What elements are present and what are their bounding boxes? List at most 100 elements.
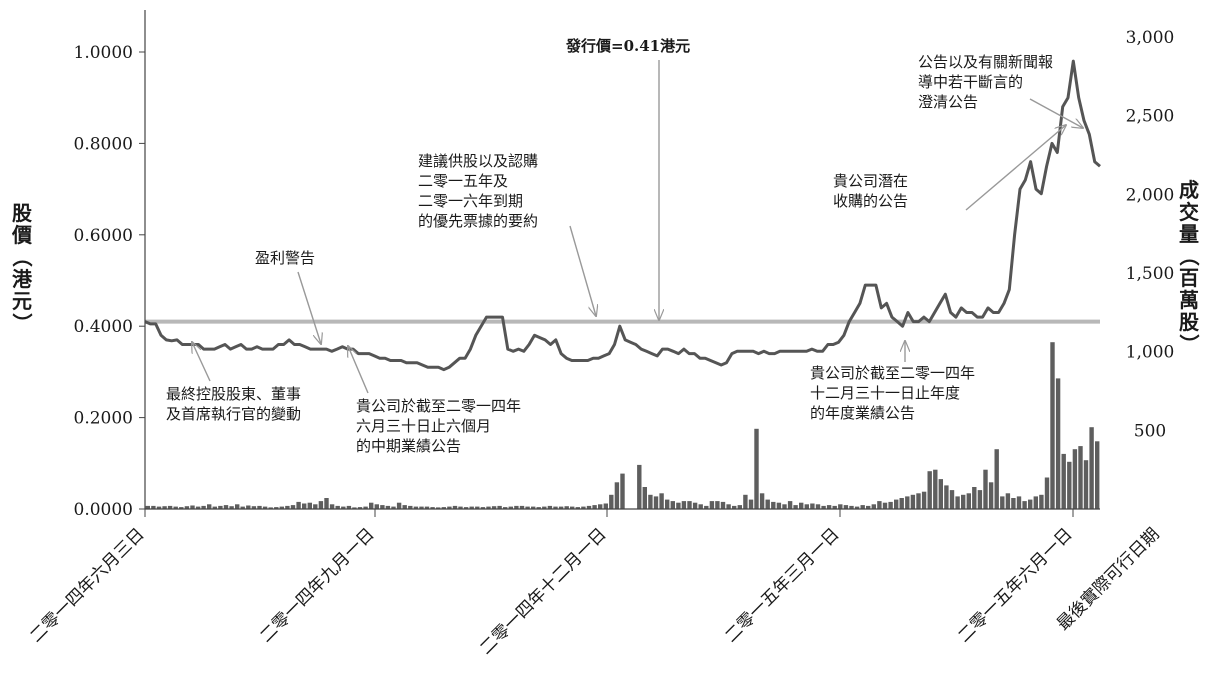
- volume-bar: [335, 505, 340, 509]
- y-left-tick-label: 1.0000: [74, 43, 133, 63]
- volume-bar: [469, 506, 474, 509]
- volume-bar: [1083, 460, 1089, 509]
- annotation-profit-warning: 盈利警告: [255, 249, 315, 267]
- volume-bar: [463, 507, 469, 509]
- volume-bar: [156, 506, 162, 509]
- axis-title-char: 元: [12, 289, 32, 313]
- annotation-line: 建議供股以及認購: [418, 152, 538, 170]
- volume-bar: [296, 501, 301, 509]
- controlling-arrow: [192, 342, 211, 382]
- volume-bar: [732, 505, 737, 509]
- volume-bar: [1022, 501, 1027, 509]
- annotation-line: 六月三十日止六個月: [356, 417, 491, 435]
- volume-bar: [547, 505, 553, 509]
- volume-bar: [832, 505, 837, 509]
- volume-bar: [363, 506, 368, 509]
- y-right-tick-label: 2,500: [1126, 107, 1175, 127]
- volume-bar: [575, 507, 580, 509]
- volume-bar: [882, 502, 888, 509]
- volume-bar: [921, 491, 927, 509]
- volume-bar: [1050, 342, 1055, 509]
- axis-title-char: ）: [10, 313, 34, 333]
- volume-bar: [480, 507, 486, 509]
- volume-bar: [290, 505, 296, 509]
- volume-bar: [1078, 446, 1083, 509]
- y-left-tick-label: 0.4000: [74, 317, 133, 337]
- volume-bar: [419, 506, 424, 509]
- axis-title-char: 萬: [1179, 288, 1199, 312]
- volume-bar: [329, 504, 335, 509]
- volume-bar: [447, 506, 452, 509]
- volume-bar: [815, 504, 821, 509]
- volume-bar: [659, 493, 664, 509]
- volume-bar: [877, 501, 882, 509]
- volume-bar: [715, 501, 720, 509]
- volume-bar: [866, 505, 871, 509]
- annotation-line: 公告以及有關新聞報: [918, 53, 1053, 71]
- volume-bar: [195, 506, 201, 509]
- volume-bar: [458, 506, 463, 509]
- volume-bar: [274, 507, 279, 509]
- volume-bar: [262, 506, 268, 509]
- annotation-line: 及首席執行官的變動: [166, 405, 301, 423]
- volume-bar: [720, 501, 726, 509]
- volume-bar: [369, 502, 374, 509]
- volume-bar: [1016, 496, 1022, 509]
- volume-bar: [983, 469, 988, 509]
- offer-price-label: 發行價=0.41港元: [565, 37, 690, 55]
- volume-bar: [759, 493, 765, 509]
- annotation-line: 貴公司潛在: [833, 172, 908, 190]
- volume-bar: [1072, 449, 1078, 509]
- volume-bar: [692, 502, 698, 509]
- volume-bar: [179, 507, 184, 509]
- volume-bar: [737, 505, 742, 509]
- volume-bar: [871, 504, 876, 509]
- volume-bar: [279, 506, 284, 509]
- volume-bar: [491, 506, 497, 509]
- volume-bar: [570, 506, 575, 509]
- volume-bar: [396, 502, 402, 509]
- volume-bar: [240, 506, 245, 509]
- volume-bar: [726, 504, 731, 509]
- volume-bar: [167, 505, 173, 509]
- volume-bar: [1095, 441, 1100, 509]
- annotation-line: 的優先票據的要約: [418, 212, 538, 230]
- volume-bar: [944, 485, 949, 509]
- y-left-tick-label: 0.6000: [74, 226, 133, 246]
- volume-bar: [207, 504, 212, 509]
- price-line: [144, 59, 1101, 372]
- volume-bar: [910, 494, 916, 509]
- x-tick-label: 二零一四年九月一日: [256, 524, 378, 646]
- volume-bar: [318, 501, 324, 509]
- volume-bar: [475, 506, 480, 509]
- volume-bar: [955, 496, 960, 509]
- volume-bar: [743, 494, 748, 509]
- volume-bar: [776, 502, 782, 509]
- profit-warning-arrow: [297, 271, 321, 344]
- volume-bar: [687, 501, 692, 509]
- volume-bars: [145, 342, 1100, 509]
- rights-arrow: [569, 225, 596, 316]
- volume-bar: [268, 507, 273, 509]
- volume-bar: [497, 505, 502, 509]
- volume-bar: [681, 501, 687, 509]
- volume-bar: [391, 506, 396, 509]
- volume-bar: [648, 494, 653, 509]
- volume-bar: [748, 499, 754, 509]
- y-left-tick-label: 0.2000: [74, 409, 133, 429]
- volume-bar: [698, 504, 703, 509]
- y-right-tick-label: 1,000: [1126, 343, 1175, 363]
- volume-bar: [452, 505, 458, 509]
- volume-bar: [385, 505, 391, 509]
- axis-title-char: 港: [12, 267, 33, 291]
- clarification-arrow: [1029, 98, 1083, 128]
- volume-bar: [1089, 427, 1094, 509]
- volume-bar: [838, 504, 843, 509]
- volume-bar: [424, 506, 430, 509]
- y-right-tick-label: 2,000: [1126, 185, 1175, 205]
- volume-bar: [508, 506, 513, 509]
- volume-bar: [709, 501, 715, 509]
